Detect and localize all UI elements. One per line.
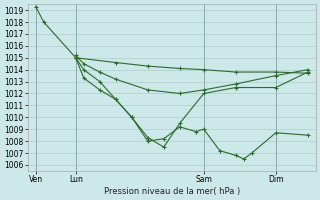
- X-axis label: Pression niveau de la mer( hPa ): Pression niveau de la mer( hPa ): [104, 187, 240, 196]
